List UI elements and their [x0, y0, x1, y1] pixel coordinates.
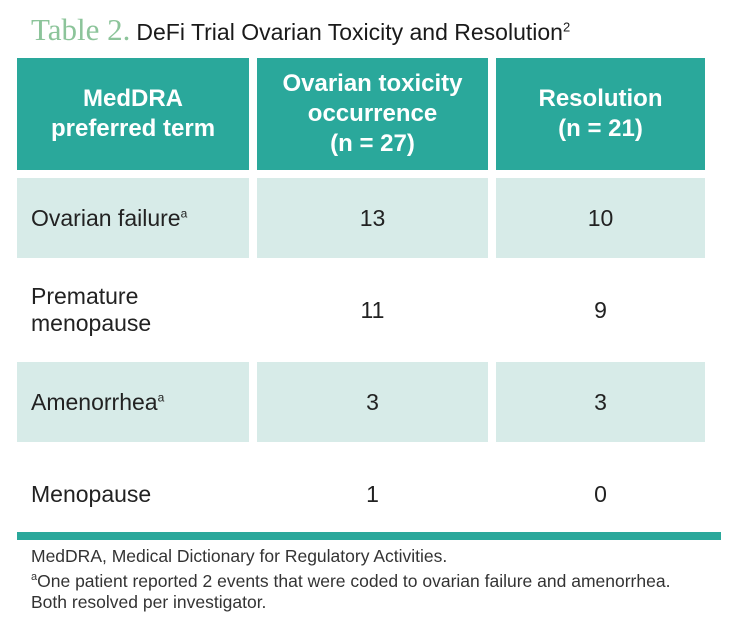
abbreviation-note: MedDRA, Medical Dictionary for Regulator…: [31, 546, 448, 566]
occurrence-cell: 13: [257, 178, 488, 258]
table-row: Menopause 1 0: [17, 450, 705, 538]
toxicity-table: MedDRA preferred term Ovarian toxicity o…: [9, 50, 713, 546]
resolution-cell: 9: [594, 296, 607, 323]
table-title-text: DeFi Trial Ovarian Toxicity and Resoluti…: [136, 19, 571, 45]
resolution-cell: 0: [594, 480, 607, 507]
resolution-cell: 3: [496, 362, 705, 442]
footnote-a: aOne patient reported 2 events that were…: [31, 570, 671, 612]
occurrence-cell: 1: [366, 480, 379, 507]
header-ovarian-toxicity: Ovarian toxicity occurrence (n = 27): [257, 58, 488, 170]
header-resolution: Resolution (n = 21): [496, 58, 705, 170]
footnote-marker: a: [157, 389, 165, 404]
table-row: Premature menopause 11 9: [17, 266, 705, 354]
footnote-marker: a: [31, 571, 38, 583]
term-cell: Premature menopause: [31, 283, 152, 336]
occurrence-cell: 3: [257, 362, 488, 442]
table-bottom-rule: [17, 532, 721, 540]
table-row: Amenorrheaa 3 3: [17, 362, 705, 442]
term-cell: Ovarian failurea: [17, 178, 249, 258]
occurrence-cell: 11: [360, 296, 385, 323]
header-row: MedDRA preferred term Ovarian toxicity o…: [17, 58, 705, 170]
footnotes: MedDRA, Medical Dictionary for Regulator…: [31, 546, 711, 613]
footnote-marker: a: [180, 205, 188, 220]
term-cell: Menopause: [31, 480, 152, 507]
table-title: Table 2. DeFi Trial Ovarian Toxicity and …: [31, 12, 570, 48]
table-number-label: Table 2.: [31, 12, 131, 47]
title-reference: 2: [562, 19, 571, 35]
resolution-cell: 10: [496, 178, 705, 258]
header-meddra-term: MedDRA preferred term: [17, 58, 249, 170]
table-row: Ovarian failurea 13 10: [17, 178, 705, 258]
term-cell: Amenorrheaa: [17, 362, 249, 442]
